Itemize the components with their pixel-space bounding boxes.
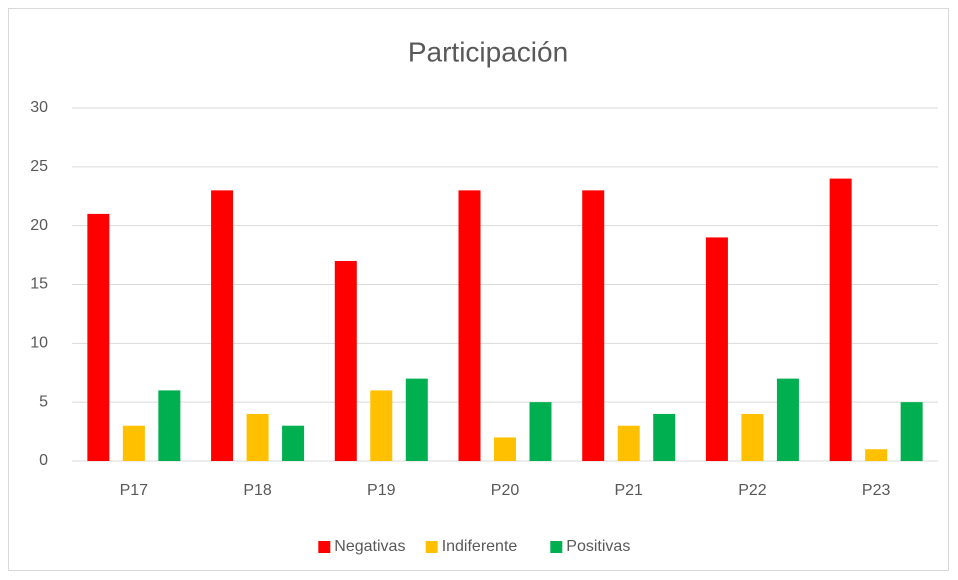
x-tick-label: P23 [862, 482, 891, 499]
bar [582, 190, 605, 461]
bar [211, 190, 234, 461]
x-tick-label: P19 [367, 482, 396, 499]
legend-swatch [550, 541, 563, 553]
bar [653, 413, 676, 461]
bar [334, 260, 357, 461]
legend-label: Positivas [566, 538, 630, 555]
y-tick-label: 20 [30, 217, 48, 234]
legend-label: Indiferente [442, 538, 518, 555]
legend-swatch [318, 541, 331, 553]
x-tick-label: P18 [243, 482, 272, 499]
x-tick-label: P20 [491, 482, 520, 499]
bar [458, 190, 481, 461]
x-tick-label: P21 [614, 482, 643, 499]
bar [705, 237, 728, 461]
y-tick-label: 0 [39, 452, 48, 469]
y-tick-label: 5 [39, 393, 48, 410]
bar [776, 378, 799, 461]
x-tick-label: P22 [738, 482, 767, 499]
bar [246, 413, 269, 461]
bar [158, 390, 181, 461]
legend-label: Negativas [334, 538, 405, 555]
bar [741, 413, 764, 461]
x-tick-label: P17 [120, 482, 149, 499]
y-tick-label: 30 [30, 99, 48, 116]
legend-swatch [425, 541, 438, 553]
bar [494, 437, 516, 461]
bar [829, 178, 852, 461]
bar [122, 425, 145, 461]
y-tick-label: 15 [30, 276, 48, 293]
bar [865, 449, 888, 461]
bar [617, 425, 640, 461]
bar [900, 402, 923, 461]
bar [370, 390, 393, 461]
y-tick-label: 25 [30, 158, 48, 175]
bar [529, 402, 552, 461]
bar [282, 425, 305, 461]
chart-title: Participación [408, 36, 568, 67]
y-tick-label: 10 [30, 335, 48, 352]
bar [87, 213, 110, 461]
bar [405, 378, 428, 461]
